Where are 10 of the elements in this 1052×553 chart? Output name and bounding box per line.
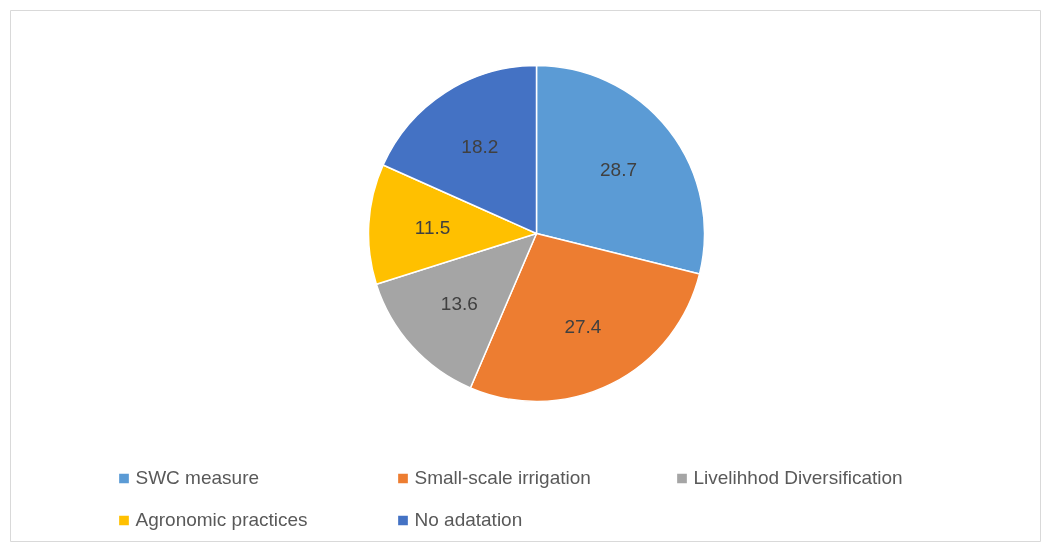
data-label: 28.7 <box>600 158 638 180</box>
data-label: 11.5 <box>414 217 451 239</box>
legend-label: No adatation <box>414 509 524 531</box>
data-label: 18.2 <box>461 135 499 157</box>
data-label: 13.6 <box>440 292 478 314</box>
legend-label: SWC measure <box>135 467 261 489</box>
data-label: 27.4 <box>564 316 602 338</box>
legend-label: Agronomic practices <box>135 509 309 531</box>
legend-label: Small-scale irrigation <box>414 467 592 489</box>
legend-label: Livelihhod Diversification <box>693 467 904 489</box>
